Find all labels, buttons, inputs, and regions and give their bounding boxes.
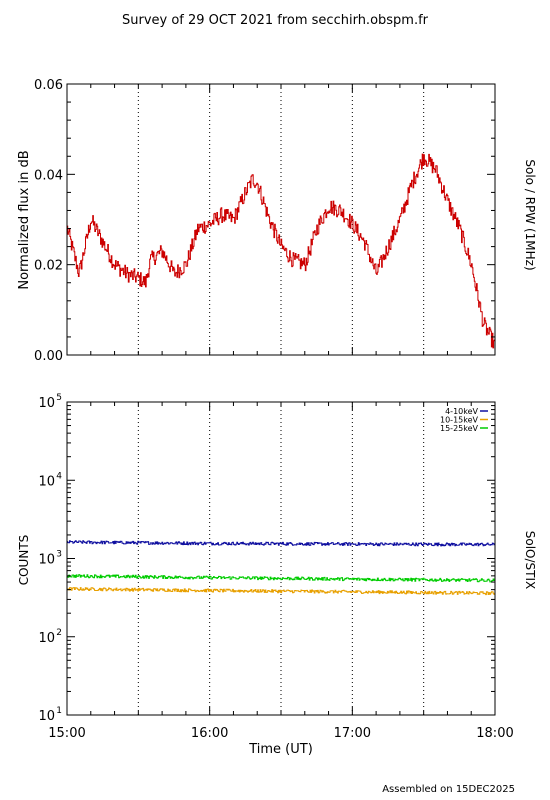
x-tick-label: 15:00 — [48, 726, 85, 741]
x-tick-label: 18:00 — [476, 726, 513, 741]
x-tick-label: 16:00 — [191, 726, 228, 741]
rpw-y-axis-label: Normalized flux in dB — [17, 150, 32, 289]
x-tick-label: 17:00 — [334, 726, 371, 741]
x-axis-label: Time (UT) — [248, 742, 313, 757]
stix-y-tick-label: 10 — [38, 553, 55, 568]
stix-y-axis-label: COUNTS — [17, 535, 31, 586]
rpw-y-tick-label: 0.04 — [34, 168, 63, 183]
stix-y-tick-exponent: 2 — [56, 628, 62, 638]
rpw-series-line-0 — [67, 153, 496, 349]
rpw-y-tick-label: 0.02 — [34, 259, 63, 274]
rpw-right-label: Solo / RPW (1MHz) — [523, 159, 537, 270]
footer-assembled: Assembled on 15DEC2025 — [382, 784, 515, 795]
stix-series-line-15-25keV — [67, 574, 496, 583]
stix-series-line-4-10keV — [67, 540, 496, 547]
legend-label-4-10keV: 4-10keV — [445, 407, 478, 416]
stix-y-tick-exponent: 3 — [56, 550, 62, 560]
rpw-y-tick-label: 0.00 — [34, 349, 63, 364]
rpw-y-tick-label: 0.06 — [34, 78, 63, 93]
stix-y-tick-exponent: 5 — [56, 393, 62, 403]
stix-right-label: SolO/STIX — [523, 531, 537, 590]
legend-label-15-25keV: 15-25keV — [440, 424, 479, 433]
stix-y-tick-label: 10 — [38, 474, 55, 489]
stix-y-tick-exponent: 1 — [56, 706, 62, 716]
rpw-panel: 0.00 0.02 0.04 0.06 Normalized flux in dB S… — [17, 78, 537, 364]
stix-y-tick-label: 10 — [38, 631, 55, 646]
stix-y-tick-label: 10 — [38, 709, 55, 724]
stix-y-tick-exponent: 4 — [56, 471, 62, 481]
stix-series-line-10-15keV — [67, 587, 496, 596]
chart-title: Survey of 29 OCT 2021 from secchirh.obsp… — [122, 13, 429, 28]
legend-label-10-15keV: 10-15keV — [440, 416, 479, 425]
stix-y-tick-label: 10 — [38, 396, 55, 411]
